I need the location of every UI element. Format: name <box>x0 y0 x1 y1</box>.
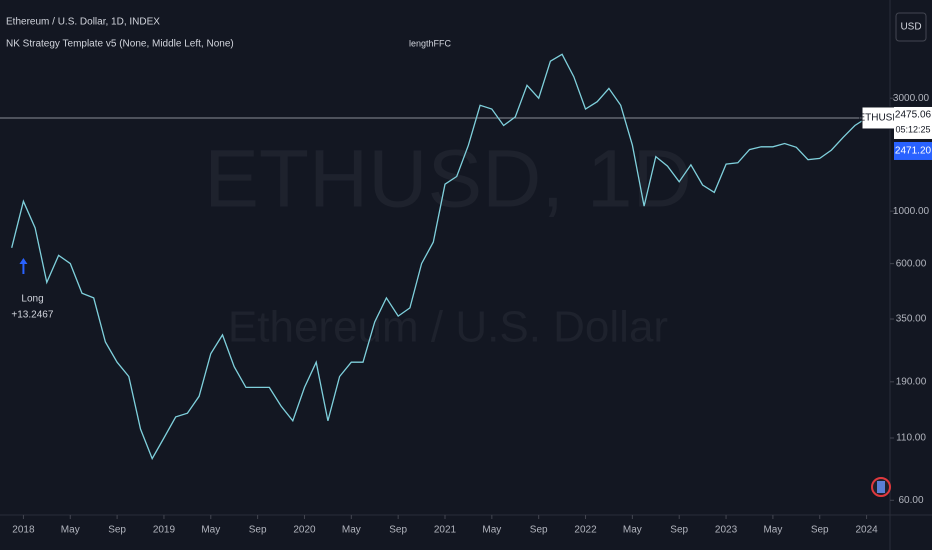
x-tick-label: 2022 <box>574 525 597 536</box>
x-tick-label: 2024 <box>855 525 878 536</box>
x-tick-label: Sep <box>108 525 126 536</box>
x-tick-label: 2018 <box>12 525 35 536</box>
x-tick-label: May <box>482 525 501 536</box>
price-line <box>11 53 867 461</box>
other-price-label: 2471.20 <box>895 146 932 157</box>
countdown-label: 05:12:25 <box>895 124 930 134</box>
x-tick-label: 2020 <box>293 525 316 536</box>
x-tick-label: Sep <box>530 525 548 536</box>
other-price-tag <box>894 141 932 160</box>
y-tick-label: 110.00 <box>896 433 926 444</box>
watermark-name: Ethereum / U.S. Dollar <box>228 303 668 352</box>
last-price-tag <box>894 106 932 139</box>
strategy-label: +13.2467 <box>11 310 53 321</box>
y-tick-label: 190.00 <box>896 376 927 387</box>
y-tick-label: 60.00 <box>898 495 923 506</box>
strategy-label: Long <box>21 294 43 305</box>
x-tick-label: Sep <box>811 525 829 536</box>
x-tick-label: Sep <box>249 525 267 536</box>
x-tick-label: 2021 <box>434 525 457 536</box>
x-tick-label: May <box>61 525 80 536</box>
x-tick-label: May <box>201 525 220 536</box>
y-tick-label: 350.00 <box>896 314 927 325</box>
y-tick-label: 3000.00 <box>893 93 930 104</box>
flag-fill <box>877 481 885 493</box>
x-tick-label: May <box>623 525 642 536</box>
long-arrow <box>19 258 28 274</box>
indicator-label: NK Strategy Template v5 (None, Middle Le… <box>6 39 234 50</box>
symbol-info: Ethereum / U.S. Dollar, 1D, INDEX <box>6 17 160 28</box>
watermark-symbol: ETHUSD, 1D <box>204 134 692 225</box>
symbol-tag-text: ETHUSD <box>858 113 899 124</box>
overlay-text: lengthFFC <box>409 38 452 48</box>
x-tick-label: Sep <box>670 525 688 536</box>
currency-button[interactable] <box>895 12 927 42</box>
currency-label[interactable]: USD <box>900 22 921 33</box>
last-price-label: 2475.06 <box>895 110 932 121</box>
y-tick-label: 600.00 <box>896 258 927 269</box>
y-tick-label: 1000.00 <box>893 206 930 217</box>
x-tick-label: May <box>342 525 361 536</box>
x-tick-label: 2023 <box>715 525 738 536</box>
x-tick-label: May <box>763 525 782 536</box>
x-tick-label: 2019 <box>153 525 176 536</box>
x-tick-label: Sep <box>389 525 407 536</box>
